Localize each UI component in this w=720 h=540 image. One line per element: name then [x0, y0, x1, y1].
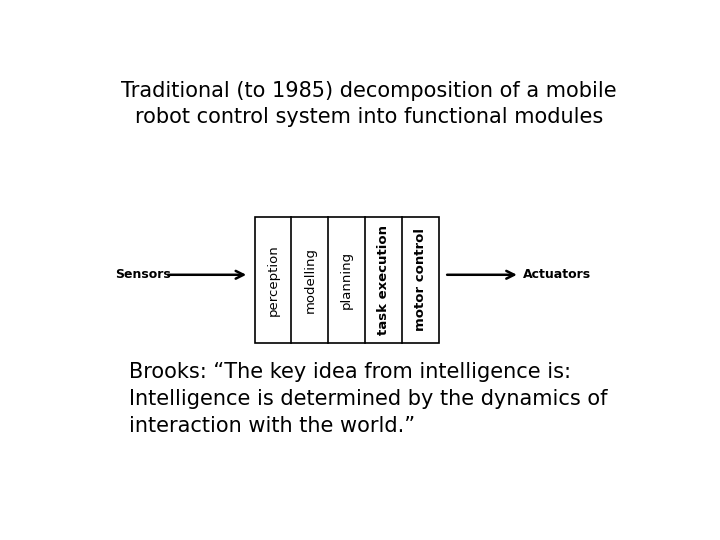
Text: modelling: modelling [303, 247, 316, 313]
Text: Sensors: Sensors [115, 268, 171, 281]
Bar [255, 217, 438, 343]
Text: task execution: task execution [377, 225, 390, 335]
Text: planning: planning [340, 251, 354, 309]
Text: motor control: motor control [414, 228, 427, 332]
Text: Brooks: “The key idea from intelligence is:
Intelligence is determined by the dy: Brooks: “The key idea from intelligence … [129, 362, 608, 436]
Text: Actuators: Actuators [523, 268, 590, 281]
Text: perception: perception [266, 244, 279, 316]
Text: Traditional (to 1985) decomposition of a mobile
robot control system into functi: Traditional (to 1985) decomposition of a… [121, 82, 617, 127]
